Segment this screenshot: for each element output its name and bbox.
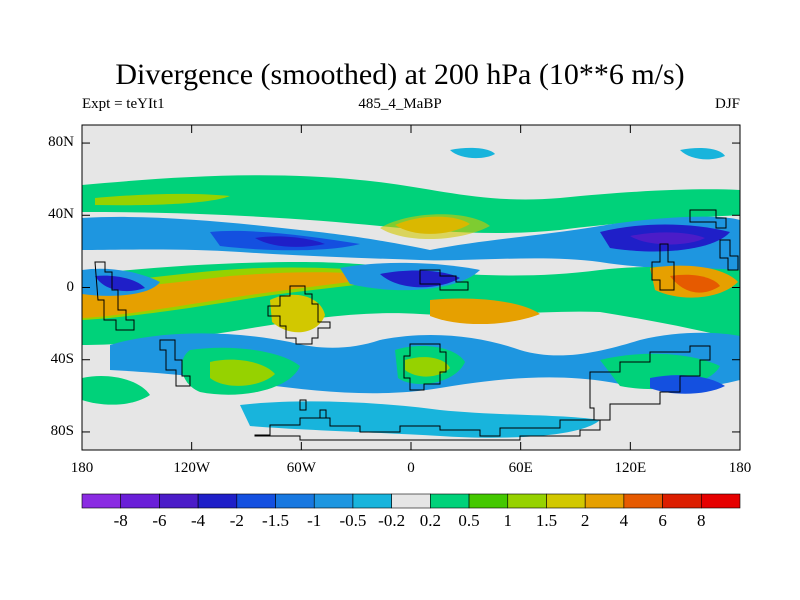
colorbar-swatch (391, 493, 431, 509)
colorbar-swatch (430, 493, 470, 509)
lon-tick-label: 0 (407, 460, 415, 476)
contour-fill-positive-south-core (210, 359, 275, 386)
colorbar-swatch (662, 493, 702, 509)
lat-tick-label: 80N (48, 134, 74, 151)
axis-ticks (81, 125, 741, 450)
colorbar-swatch (313, 493, 354, 509)
colorbar-swatch (159, 493, 199, 509)
colorbar-label: -8 (113, 511, 128, 530)
contour-fill-negative-equator-core (95, 275, 145, 292)
experiment-label: Expt = teYIt1 (82, 96, 165, 112)
colorbar-label: -1.5 (262, 511, 289, 530)
lat-tick-label: 0 (66, 278, 75, 295)
contour-fill-positive-north-core (95, 193, 230, 206)
colorbar-label: 0.5 (458, 511, 480, 530)
run-label: 485_4_MaBP (358, 96, 442, 112)
contour-fill-negative-high-north (450, 147, 495, 159)
plot-title: Divergence (smoothed) at 200 hPa (10**6 … (115, 58, 685, 91)
lon-tick-label: 120W (173, 460, 210, 476)
colorbar-swatch (700, 493, 741, 509)
coastline-outlines (94, 209, 739, 441)
colorbar-swatch (468, 493, 509, 509)
contour-fill-positive-north-core (380, 214, 490, 240)
colorbar-swatch (546, 493, 586, 509)
contour-fill-positive-south (82, 375, 150, 405)
lon-tick-label: 180 (70, 460, 94, 476)
coastline-north-east (689, 209, 727, 229)
colorbar-swatch (197, 493, 238, 509)
colorbar-swatch (584, 493, 625, 509)
colorbar-label: -0.2 (378, 511, 406, 530)
coastline-africa (403, 343, 447, 391)
contour-fill-positive-north (82, 175, 740, 233)
season-label: DJF (714, 96, 740, 112)
map-field (82, 125, 740, 450)
colorbar-label: 4 (619, 511, 629, 530)
colorbar-label: 1 (503, 511, 513, 530)
colorbar-swatch (507, 493, 547, 509)
contour-fill-negative-north-core (255, 236, 325, 247)
colorbar (81, 493, 741, 509)
lat-tick-label: 40N (48, 206, 74, 223)
lat-tick-label: 80S (50, 422, 74, 439)
colorbar-label: -2 (229, 511, 244, 530)
coastline-maritime (419, 269, 469, 291)
colorbar-swatch (352, 493, 392, 509)
lon-tick-label: 180 (728, 460, 752, 476)
colorbar-swatch (275, 493, 315, 509)
colorbar-label: -6 (152, 511, 167, 530)
colorbar-swatch (236, 493, 276, 509)
coastline-pacific-east (719, 239, 739, 271)
colorbar-swatch (623, 493, 663, 509)
colorbar-label: 1.5 (535, 511, 558, 530)
lat-tick-label: 40S (50, 350, 74, 367)
colorbar-label: 6 (658, 511, 667, 530)
contour-fill-positive-equator-core (670, 274, 720, 293)
coastline-central-america (94, 261, 135, 331)
colorbar-label: -4 (191, 511, 206, 530)
colorbar-swatch (120, 493, 160, 509)
contour-fill-negative-high-south (240, 401, 600, 438)
contour-fill-positive-equator-core (82, 272, 390, 318)
lon-tick-label: 60W (286, 460, 316, 476)
colorbar-swatch (81, 493, 122, 509)
contour-fill-positive-equator-core (270, 294, 325, 333)
coastline-south-america-tip (159, 339, 191, 387)
lon-tick-label: 120E (614, 460, 647, 476)
coastline-west-islands (299, 399, 327, 419)
colorbar-label: -1 (307, 511, 322, 530)
contour-fill-positive-equator-core (430, 298, 540, 325)
colorbar-label: 2 (580, 511, 590, 530)
colorbar-label: -0.5 (339, 511, 367, 530)
contour-fill-negative-high-north (680, 148, 725, 160)
contour-fill-negative-south-core (650, 375, 725, 394)
contour-fill-negative-north-core (630, 232, 705, 245)
colorbar-label: 8 (697, 511, 706, 530)
colorbar-label: 0.2 (419, 511, 441, 530)
lon-tick-label: 60E (508, 460, 533, 476)
coastline-asia-east (651, 243, 675, 291)
contour-fill-positive-south-core (405, 357, 450, 377)
coastline-south-america (267, 285, 331, 345)
